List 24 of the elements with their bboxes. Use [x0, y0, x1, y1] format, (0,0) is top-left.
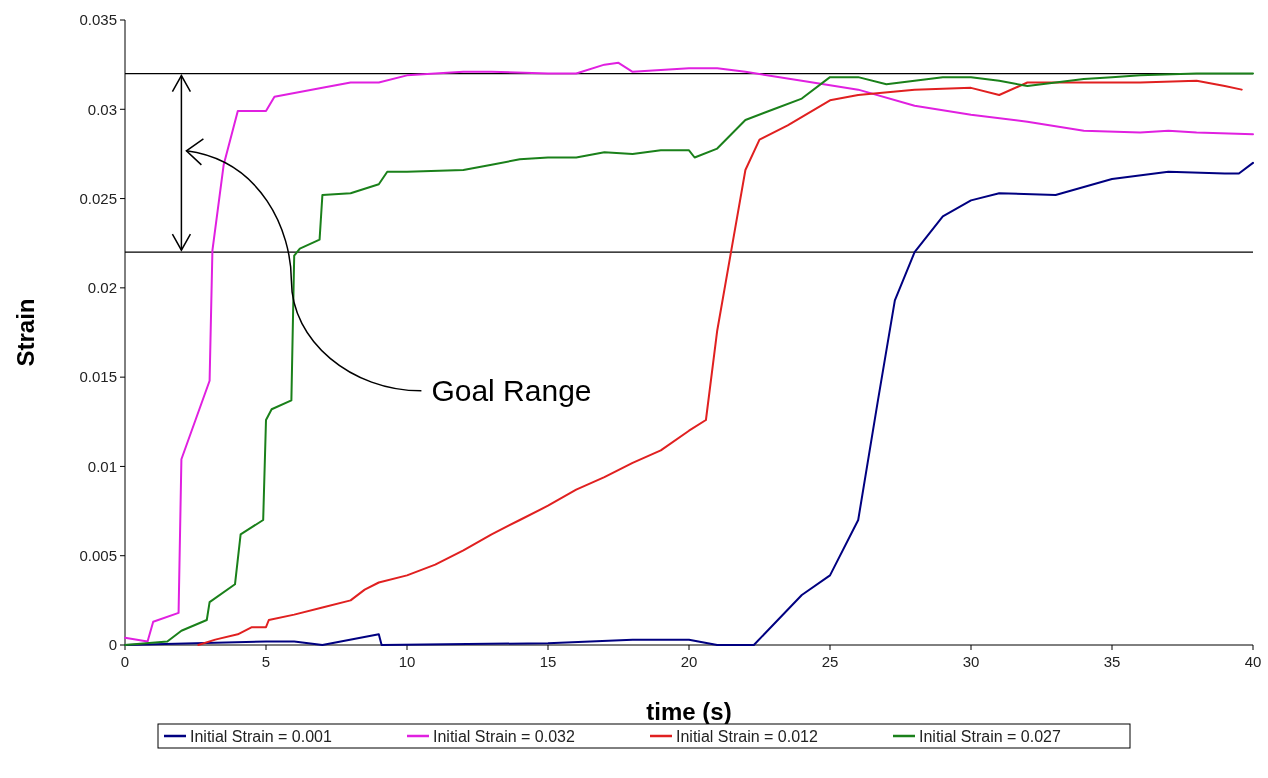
y-axis-title: Strain: [12, 298, 39, 367]
x-tick-label: 0: [120, 653, 130, 670]
x-tick-label: 15: [539, 653, 557, 670]
y-tick-label: 0.01: [87, 457, 117, 475]
x-tick-label: 10: [398, 653, 416, 670]
y-tick-label: 0.02: [87, 279, 117, 297]
x-tick-label: 5: [261, 653, 271, 670]
x-axis-title: time (s): [646, 698, 732, 725]
y-tick-label: 0.035: [79, 11, 117, 29]
x-tick-label: 40: [1244, 653, 1262, 670]
y-tick-label: 0.03: [87, 100, 117, 118]
x-tick-label: 30: [962, 653, 980, 670]
legend-label: Initial Strain = 0.012: [676, 727, 818, 745]
x-tick-label: 25: [821, 653, 839, 670]
legend-label: Initial Strain = 0.032: [433, 727, 575, 745]
legend-label: Initial Strain = 0.027: [919, 727, 1061, 745]
legend-label: Initial Strain = 0.001: [190, 727, 332, 745]
y-tick-label: 0.015: [79, 368, 117, 386]
x-tick-label: 20: [680, 653, 698, 670]
y-tick-label: 0.025: [79, 189, 117, 207]
y-tick-label: 0: [108, 636, 117, 654]
annotation: Goal Range: [431, 373, 592, 407]
x-tick-label: 35: [1103, 653, 1121, 670]
y-tick-label: 0.005: [79, 546, 117, 564]
